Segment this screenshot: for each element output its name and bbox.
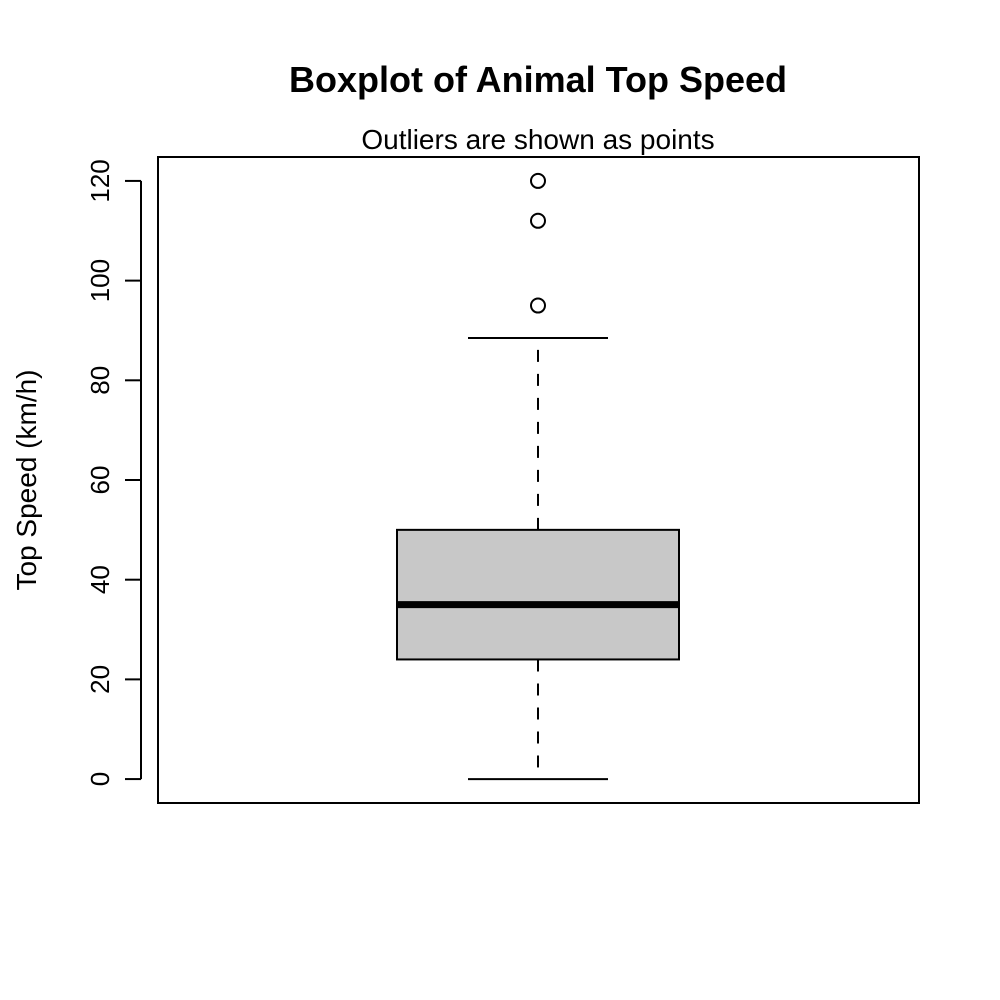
outlier-point xyxy=(530,297,546,314)
y-tick-label: 100 xyxy=(85,259,115,302)
boxplot-series xyxy=(396,172,680,781)
y-tick-label: 20 xyxy=(85,665,115,694)
y-axis-label: Top Speed (km/h) xyxy=(11,370,42,591)
outlier-point xyxy=(530,172,546,189)
y-tick-label: 60 xyxy=(85,466,115,495)
iqr-box xyxy=(396,528,680,661)
y-tick-label: 80 xyxy=(85,366,115,395)
y-tick-label: 0 xyxy=(85,772,115,786)
chart-subtitle: Outliers are shown as points xyxy=(361,124,714,155)
outlier-point xyxy=(530,212,546,229)
y-axis: 0 20 40 60 80 100 120 xyxy=(85,159,142,786)
y-tick-label: 40 xyxy=(85,565,115,594)
plot-frame xyxy=(157,156,920,804)
chart-title: Boxplot of Animal Top Speed xyxy=(289,59,787,100)
y-tick-label: 120 xyxy=(85,159,115,202)
